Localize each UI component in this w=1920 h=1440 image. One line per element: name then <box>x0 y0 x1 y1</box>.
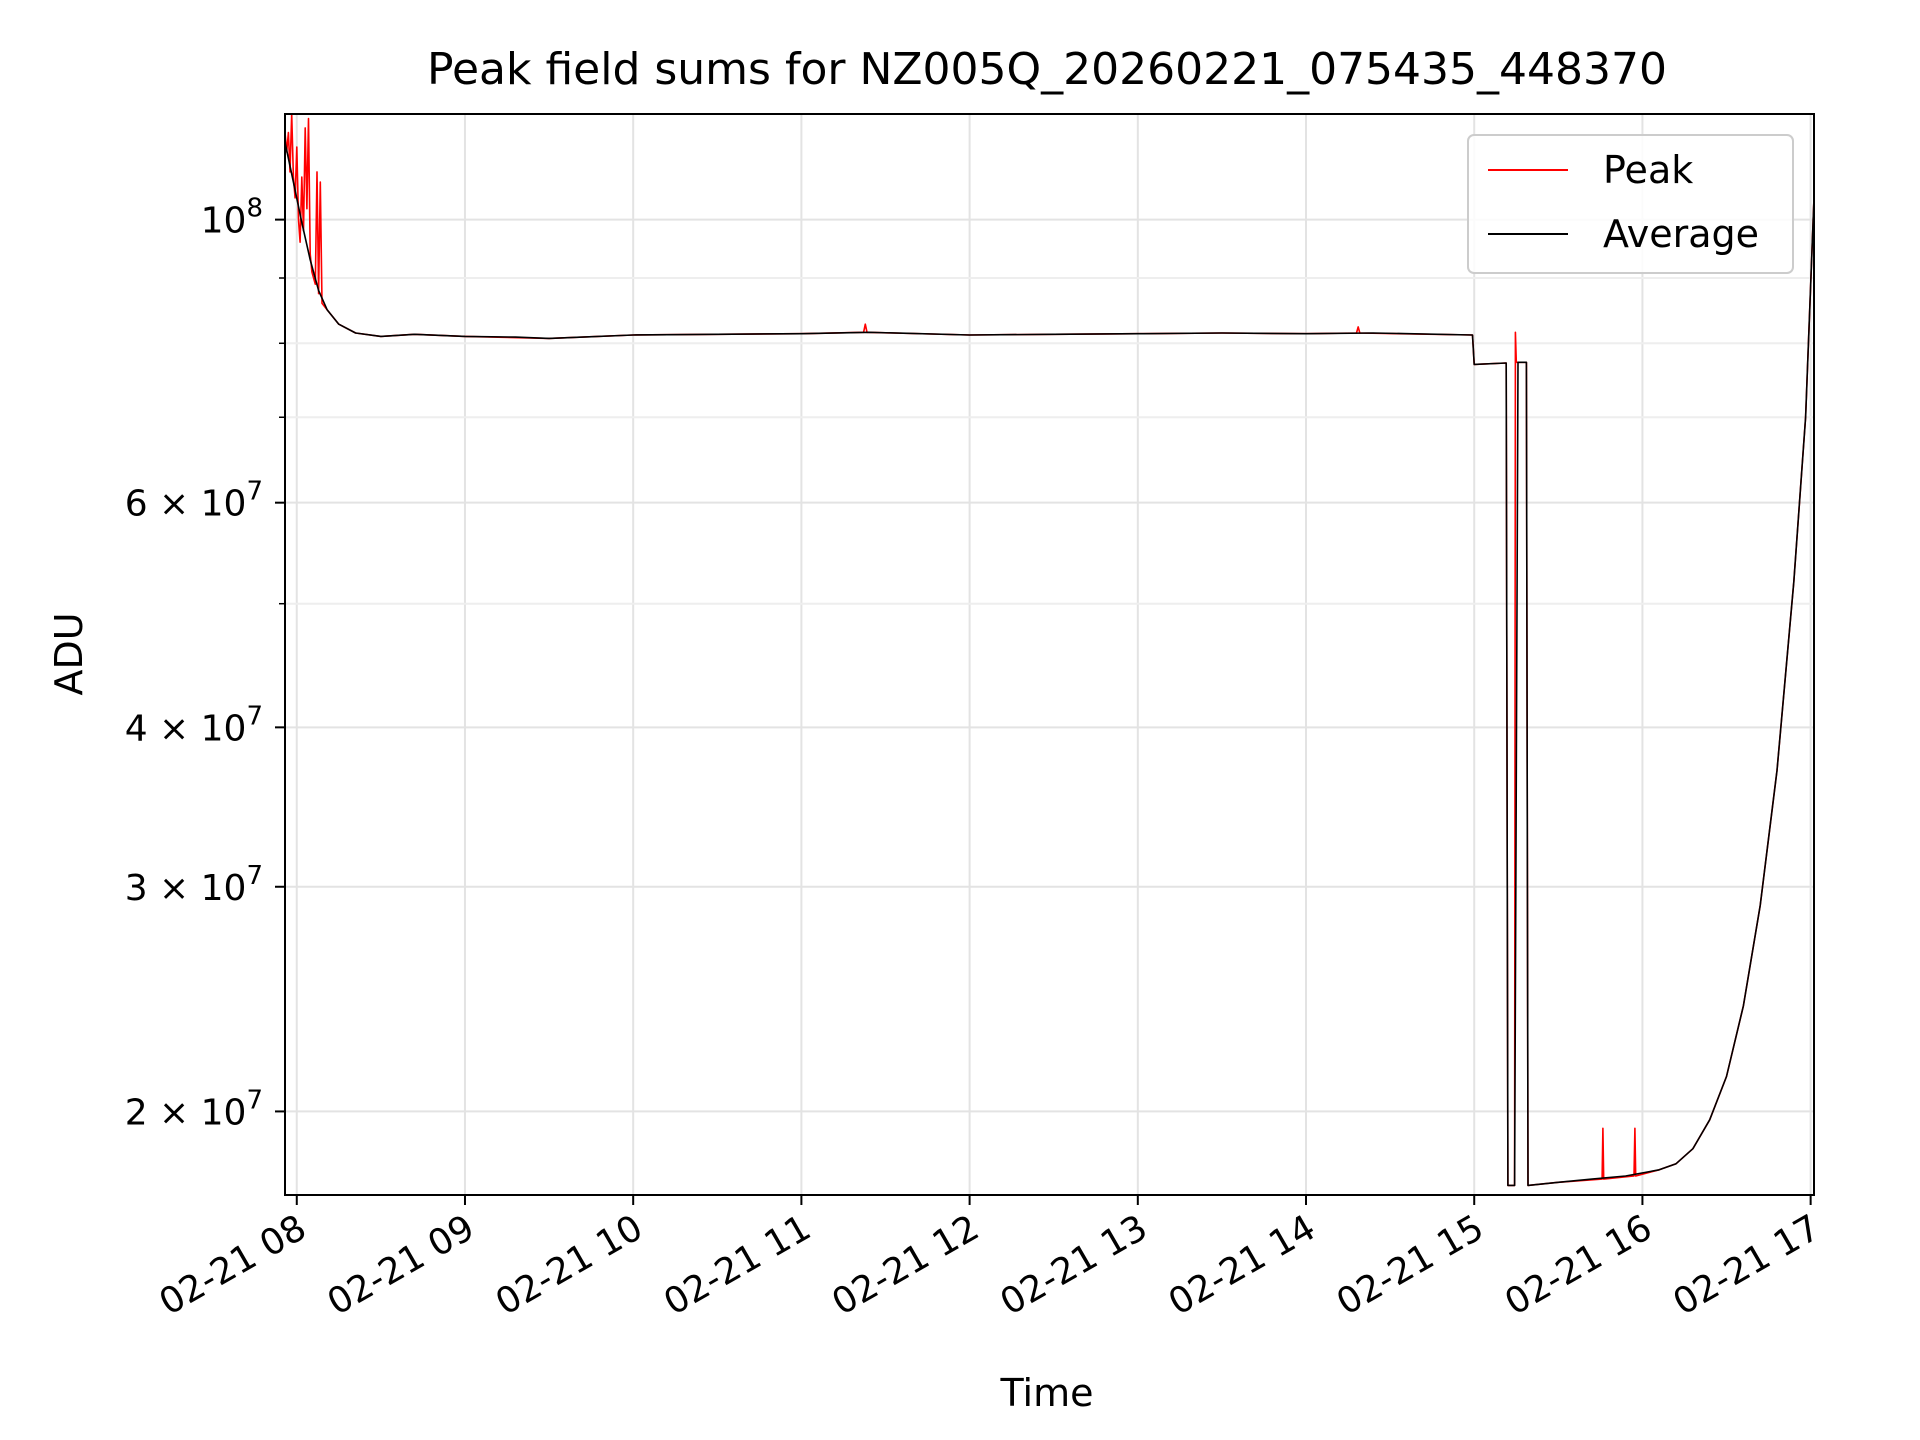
series-layer <box>285 114 1814 1187</box>
y-tick-label: 3 × 107 <box>125 861 263 909</box>
y-tick-exponent: 7 <box>246 701 263 731</box>
plot-frame <box>284 113 1815 1196</box>
y-tick-exponent: 8 <box>246 194 263 224</box>
chart-title: Peak field sums for NZ005Q_20260221_0754… <box>427 44 1667 95</box>
y-axis-label: ADU <box>47 612 91 695</box>
y-tick-label: 2 × 107 <box>125 1085 263 1133</box>
y-tick-base: 3 × 10 <box>125 868 247 909</box>
legend: Peak Average <box>1467 134 1794 274</box>
y-tick-label: 4 × 107 <box>125 701 263 749</box>
y-tick-label: 108 <box>201 194 263 242</box>
y-tick-exponent: 7 <box>246 861 263 891</box>
y-tick-base: 2 × 10 <box>125 1092 247 1133</box>
x-axis-label: Time <box>1000 1371 1094 1415</box>
y-tick-label: 6 × 107 <box>125 477 263 525</box>
legend-label-average: Average <box>1603 212 1759 256</box>
y-tick-exponent: 7 <box>246 1085 263 1115</box>
series-line-average <box>285 142 1814 1187</box>
y-tick-base: 10 <box>201 201 247 242</box>
y-tick-base: 6 × 10 <box>125 484 247 525</box>
legend-label-peak: Peak <box>1603 148 1693 192</box>
y-tick-base: 4 × 10 <box>125 708 247 749</box>
y-tick-exponent: 7 <box>246 477 263 507</box>
